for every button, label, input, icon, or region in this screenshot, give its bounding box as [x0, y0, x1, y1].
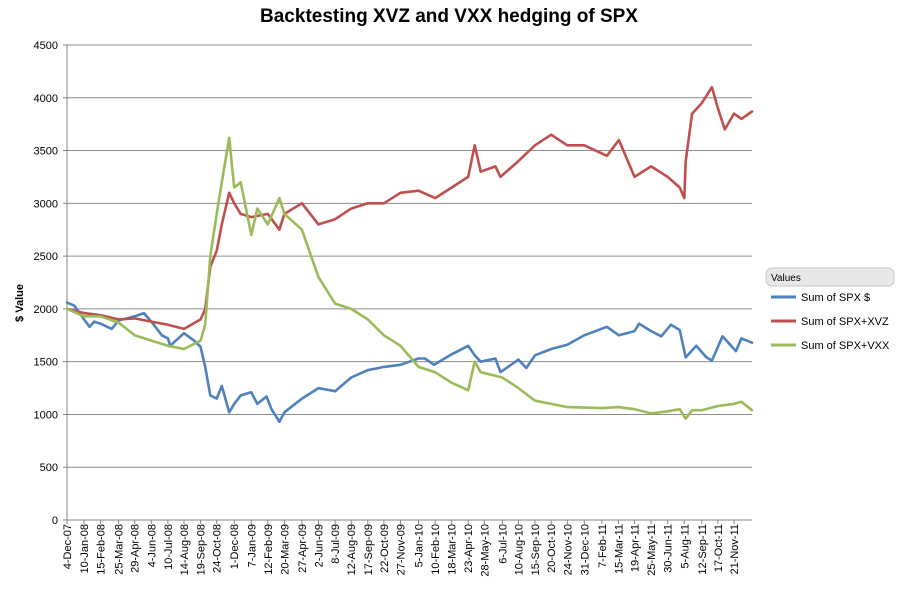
x-tick-label: 25-Mar-08 [114, 524, 126, 575]
series-line-sum-of-spx-xvz [65, 85, 754, 331]
y-tick-label: 2500 [34, 251, 58, 263]
x-tick-label: 8-Jul-09 [330, 524, 342, 564]
legend-label: Sum of SPX+VXX [801, 340, 890, 352]
x-tick-label: 18-Mar-10 [447, 524, 459, 575]
legend-title-box [765, 267, 895, 287]
x-tick-label: 2-Jun-09 [314, 524, 326, 567]
x-tick-label: 12-Sep-11 [697, 524, 709, 575]
y-axis-label: $ Value [14, 284, 26, 322]
x-tick-label: 19-Apr-11 [630, 524, 642, 572]
x-tick-label: 20-Oct-10 [546, 524, 558, 573]
x-tick-label: 25-May-11 [646, 524, 658, 576]
series-line-sum-of-spx [65, 301, 754, 424]
x-tick-label: 7-Jan-09 [246, 524, 258, 567]
x-tick-label: 22-Oct-09 [379, 524, 391, 573]
y-tick-label: 2000 [34, 304, 58, 316]
x-tick-label: 24-Nov-10 [562, 524, 574, 575]
x-tick-label: 23-Apr-10 [463, 524, 475, 573]
x-tick-label: 4-Dec-07 [62, 524, 74, 569]
x-tick-label: 21-Nov-11 [729, 524, 741, 575]
chart-title: Backtesting XVZ and VXX hedging of SPX [260, 6, 638, 27]
x-tick-label: 29-Apr-08 [130, 524, 142, 573]
series-line-sum-of-spx-vxx [65, 136, 754, 420]
x-tick-label: 4-Jun-08 [146, 524, 158, 567]
x-tick-label: 5-Jan-10 [413, 524, 425, 567]
x-tick-label: 10-Jul-08 [163, 524, 175, 570]
x-tick-label: 1-Dec-08 [229, 524, 241, 569]
series-layer [65, 85, 754, 424]
y-tick-labels: 0 500 1000 1500 2000 2500 3000 3500 4000 4500 [34, 40, 58, 527]
x-tick-label: 14-Aug-08 [179, 524, 191, 575]
x-tick-label: 20-Mar-09 [279, 524, 291, 575]
x-tick-label: 5-Aug-11 [679, 524, 691, 568]
x-tick-label: 17-Oct-11 [713, 524, 725, 572]
x-tick-label: 12-Feb-09 [263, 524, 275, 575]
x-tick-label: 31-Dec-10 [579, 524, 591, 575]
y-tick-label: 3000 [34, 198, 58, 210]
legend-label: Sum of SPX $ [801, 292, 870, 304]
x-tick-label: 10-Feb-10 [430, 524, 442, 575]
x-tick-label: 27-Nov-09 [396, 524, 408, 575]
x-tick-label: 17-Sep-09 [363, 524, 375, 575]
x-tick-label: 15-Feb-08 [96, 524, 108, 575]
y-tick-label: 3500 [34, 146, 58, 158]
legend-label: Sum of SPX+XVZ [801, 316, 889, 328]
x-tick-label: 7-Feb-11 [597, 524, 609, 568]
legend-entries: Sum of SPX $ Sum of SPX+XVZ Sum of SPX+VXX [771, 292, 890, 352]
y-tick-label: 500 [40, 462, 58, 474]
x-tick-label: 15-Mar-11 [613, 524, 625, 574]
x-tick-label: 27-Apr-09 [297, 524, 309, 573]
y-tick-label: 4500 [34, 40, 58, 52]
y-tick-label: 1500 [34, 357, 58, 369]
x-tick-label: 19-Sep-08 [196, 524, 208, 575]
x-tick-label: 28-May-10 [479, 524, 491, 577]
x-tick-label: 12-Aug-09 [346, 524, 358, 575]
x-tick-label: 15-Sep-10 [530, 524, 542, 575]
x-tick-label: 10-Jan-08 [79, 524, 91, 574]
x-tick-label: 10-Aug-10 [513, 524, 525, 575]
x-tick-label: 30-Jun-11 [663, 524, 675, 573]
y-tick-label: 1000 [34, 409, 58, 421]
legend-title: Values [771, 273, 801, 284]
y-tick-label: 4000 [34, 93, 58, 105]
x-tick-label: 6-Jul-10 [497, 524, 509, 564]
x-tick-labels: 4-Dec-07 10-Jan-08 15-Feb-08 25-Mar-08 29-Ap… [62, 524, 741, 577]
x-tick-label: 24-Oct-08 [212, 524, 224, 573]
y-tick-label: 0 [52, 515, 58, 527]
grid-layer [63, 44, 752, 524]
